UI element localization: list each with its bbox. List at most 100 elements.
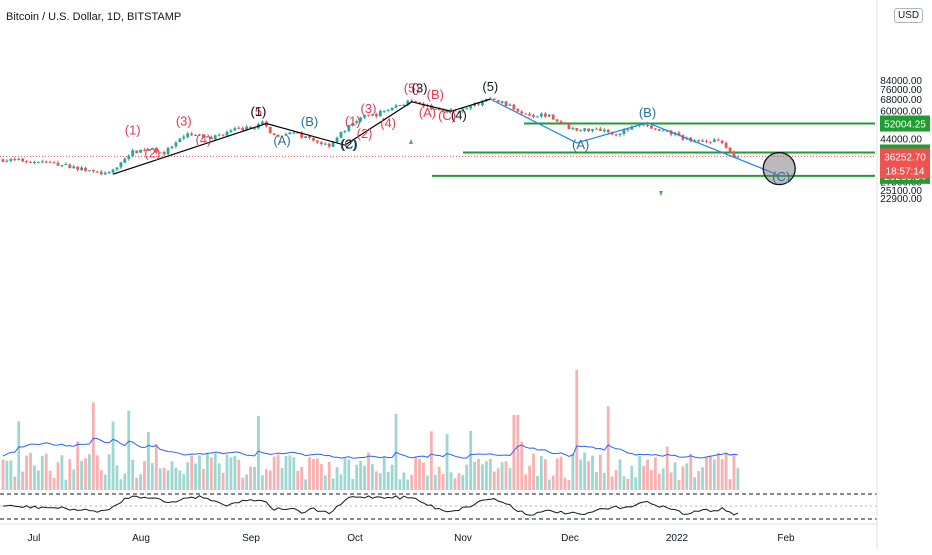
- volume-bar: [292, 457, 296, 490]
- candle-body: [178, 138, 182, 143]
- candle-body: [622, 129, 626, 134]
- volume-bar: [595, 471, 598, 490]
- volume-bar: [268, 470, 272, 490]
- wave-label: (C): [340, 136, 358, 151]
- volume-bar: [139, 474, 142, 490]
- candle-body: [402, 104, 406, 106]
- candle-body: [382, 111, 386, 113]
- wave-label: (3): [361, 101, 377, 116]
- volume-bar: [457, 473, 461, 490]
- candle-body: [52, 161, 56, 163]
- candle-body: [410, 100, 414, 102]
- volume-bar: [111, 421, 115, 490]
- wave-label: (1): [251, 104, 267, 119]
- candle-body: [540, 113, 543, 117]
- volume-bar: [551, 475, 555, 490]
- candle-body: [359, 117, 363, 122]
- volume-bar: [433, 474, 437, 490]
- signal-marker: [659, 191, 663, 196]
- volume-bar: [182, 474, 186, 490]
- volume-bar: [724, 452, 728, 490]
- volume-bar: [378, 473, 382, 490]
- candle-body: [68, 164, 72, 169]
- y-tick-label: 60000.00: [880, 107, 922, 118]
- volume-bar: [17, 421, 21, 490]
- volume-bar: [508, 468, 512, 490]
- candle-body: [732, 151, 736, 157]
- wave-label: (5): [482, 79, 498, 94]
- candle-body: [650, 125, 653, 129]
- volume-bar: [461, 474, 465, 490]
- candle-body: [5, 160, 9, 162]
- candle-body: [213, 135, 217, 140]
- candle-body: [602, 129, 606, 132]
- candle-body: [520, 111, 524, 114]
- volume-bar: [154, 443, 158, 490]
- volume-bar: [272, 456, 276, 490]
- volume-bar: [657, 473, 661, 490]
- volume-bar: [555, 458, 559, 490]
- candle-body: [84, 167, 87, 172]
- candle-body: [339, 132, 343, 138]
- volume-bar: [406, 479, 410, 490]
- candle-body: [374, 114, 378, 117]
- candle-body: [559, 121, 563, 123]
- candle-body: [249, 126, 252, 129]
- volume-bar: [669, 472, 673, 490]
- volume-bar: [484, 461, 488, 490]
- volume-bar: [728, 479, 732, 490]
- candle-body: [347, 125, 351, 131]
- candle-body: [194, 134, 197, 136]
- signal-marker: [409, 139, 413, 144]
- candle-body: [253, 128, 256, 130]
- volume-bar: [13, 476, 17, 490]
- candle-body: [225, 131, 229, 136]
- volume-bar: [99, 470, 103, 490]
- volume-bar: [284, 455, 288, 490]
- volume-bar: [209, 457, 213, 490]
- candle-body: [76, 166, 80, 170]
- volume-bar: [634, 477, 638, 490]
- candle-body: [280, 135, 284, 137]
- currency-button[interactable]: USD: [894, 8, 924, 23]
- volume-bar: [162, 467, 166, 490]
- candle-body: [88, 170, 91, 172]
- candle-body: [44, 161, 48, 163]
- candle-body: [378, 110, 382, 117]
- candle-body: [260, 121, 264, 124]
- candle-body: [139, 149, 142, 153]
- volume-bar: [536, 475, 539, 490]
- x-tick-label: 2022: [666, 533, 689, 544]
- candle-body: [316, 140, 319, 143]
- candle-body: [288, 132, 292, 135]
- volume-bar: [422, 462, 425, 490]
- volume-bar: [567, 479, 571, 490]
- volume-bar: [44, 453, 48, 490]
- volume-bar: [327, 461, 331, 490]
- volume-bar: [260, 475, 264, 490]
- candle-body: [418, 102, 421, 104]
- volume-bar: [33, 465, 36, 490]
- candle-body: [437, 108, 441, 111]
- candle-body: [174, 142, 178, 147]
- candle-body: [335, 137, 339, 143]
- candle-body: [123, 158, 127, 163]
- x-tick-label: Sep: [242, 533, 260, 544]
- y-tick-label: 68000.00: [880, 95, 922, 106]
- y-tick-label: 22900.00: [880, 194, 922, 205]
- candle-body: [158, 152, 162, 154]
- candle-body: [276, 134, 280, 137]
- wave-label: (4): [451, 107, 467, 122]
- wave-label: (B): [427, 87, 444, 102]
- volume-bar: [469, 430, 473, 490]
- candle-body: [457, 111, 461, 113]
- candle-body: [618, 133, 622, 136]
- volume-bar: [147, 432, 150, 490]
- candle-body: [115, 167, 119, 170]
- volume-bar: [335, 467, 339, 490]
- candle-body: [705, 140, 708, 142]
- candle-body: [343, 131, 347, 133]
- volume-bar: [673, 462, 677, 490]
